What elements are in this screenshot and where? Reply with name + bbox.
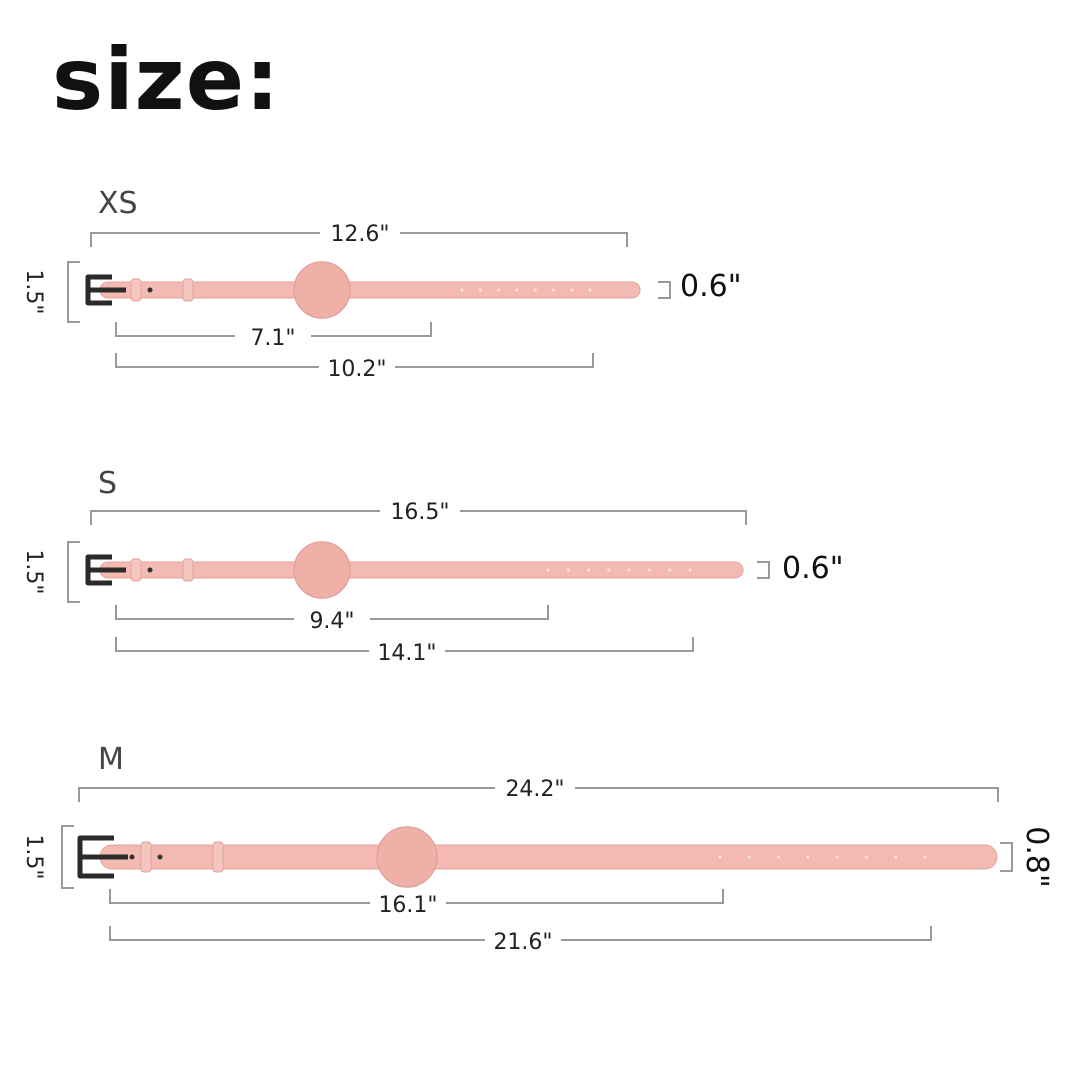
height-bracket [67,541,80,603]
strap-width-bracket [1000,842,1013,872]
max-length-label: 14.1" [377,641,436,666]
buckle-icon [85,274,126,306]
strap-hole [607,568,611,572]
strap-loop [140,841,152,873]
height-label: 1.5" [21,549,46,594]
min-length-label: 9.4" [309,609,354,634]
label-background [495,774,575,802]
min-length-label: 16.1" [378,893,437,918]
strap-loop [130,278,142,302]
airtag-holder [293,541,351,599]
max-length-label: 21.6" [493,930,552,955]
strap-hole [627,568,631,572]
label-background [370,889,446,917]
strap-hole [551,288,556,292]
strap-hole [147,287,153,293]
label-background [369,637,445,665]
height-label: 1.5" [21,834,46,879]
strap-width-label: 0.6" [782,551,844,586]
height-label: 1.5" [21,269,46,314]
strap-hole [894,855,898,859]
strap [99,561,744,579]
strap-hole [747,855,751,859]
strap-hole [806,855,810,859]
label-background [320,219,400,247]
airtag-holder [376,826,438,888]
size-group-m: M 24.2" 1.5" 0.8" 16.1" 21.6" [21,742,1054,955]
strap-width-bracket [658,281,671,299]
strap-hole [147,567,153,573]
size-label: XS [98,186,138,221]
height-bracket [61,825,74,889]
strap-hole [688,568,692,572]
strap-hole [718,855,722,859]
strap-loop [212,841,224,873]
strap-hole [586,568,591,572]
label-background [319,353,395,381]
size-label: M [98,742,124,777]
strap-width-label: 0.6" [680,269,742,304]
label-background [380,497,460,525]
total-length-label: 24.2" [505,777,564,802]
strap-hole [129,854,135,860]
strap-hole [668,568,672,572]
buckle-icon [85,554,126,586]
strap-hole [478,288,482,292]
airtag-holder [293,261,351,319]
strap-hole [923,855,927,859]
strap-hole [570,288,574,292]
min-length-label: 7.1" [250,326,295,351]
strap-loop [130,558,142,582]
page-title: size: [52,30,281,130]
strap-hole [515,288,519,292]
label-background [294,605,370,633]
strap-loop [182,278,194,302]
strap-hole [835,855,839,859]
strap [99,844,998,870]
size-group-xs: XS 12.6" 1.5" 0.6" 7.1" 10.2" [21,186,742,382]
label-background [485,926,561,954]
strap-width-label: 0.8" [1019,826,1054,888]
height-bracket [67,261,80,323]
strap-hole [157,854,163,860]
strap [99,281,641,299]
strap-hole [460,288,464,292]
strap-hole [647,568,652,572]
strap-hole [588,288,592,292]
strap-hole [776,855,781,859]
strap-hole [566,568,570,572]
size-group-s: S 16.5" 1.5" 0.6" 9.4" 14.1" [21,466,844,666]
label-background [235,322,311,350]
size-label: S [98,466,117,501]
strap-hole [546,568,550,572]
buckle-icon [77,835,128,879]
strap-hole [864,855,869,859]
strap-hole [496,288,501,292]
strap-hole [533,288,537,292]
strap-width-bracket [757,561,770,579]
total-length-label: 12.6" [330,222,389,247]
total-length-label: 16.5" [390,500,449,525]
max-length-label: 10.2" [327,357,386,382]
strap-loop [182,558,194,582]
